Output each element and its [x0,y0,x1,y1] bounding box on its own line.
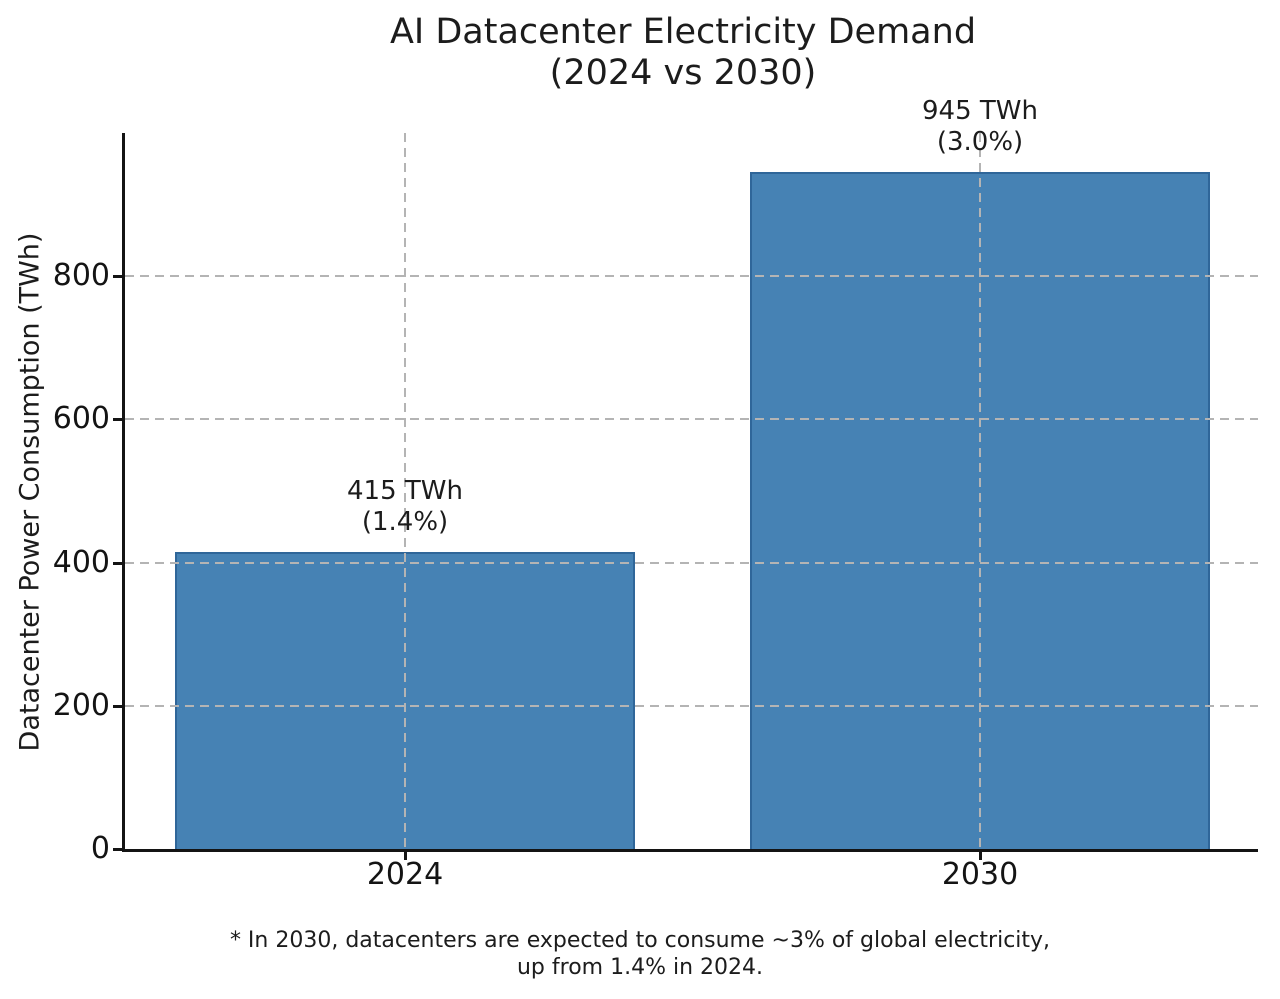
bar-annotation-value: 945 TWh [922,96,1038,127]
y-tick-mark [113,561,122,565]
h-gridline [125,275,1258,278]
x-tick-mark [404,852,407,860]
y-tick-label: 400 [52,544,110,580]
y-tick-label: 600 [52,401,110,437]
chart-footnote-line2: up from 1.4% in 2024. [516,955,763,980]
bar-annotation-share: (3.0%) [936,127,1024,158]
y-tick-mark [113,704,122,708]
h-gridline [125,561,1258,564]
y-tick-label: 800 [52,258,110,294]
x-tick-label: 2024 [366,857,444,892]
y-tick-label: 0 [90,831,110,866]
bar-annotation-value: 415 TWh [347,475,463,506]
bar-annotation: 415 TWh (1.4%) [235,476,575,538]
v-gridline [979,133,981,849]
x-tick-label: 2030 [941,857,1019,892]
chart-footnote-line1: * In 2030, datacenters are expected to c… [229,928,1051,953]
chart-title: AI Datacenter Electricity Demand (2024 v… [83,12,1280,94]
h-gridline [125,704,1258,707]
y-tick-label: 200 [52,687,110,723]
y-tick-mark [113,848,122,851]
bar-annotation: 945 TWh (3.0%) [810,96,1150,158]
x-tick-mark [979,852,982,860]
chart-title-line2: (2024 vs 2030) [549,53,817,93]
v-gridline [404,133,406,849]
chart-title-line1: AI Datacenter Electricity Demand [389,12,977,52]
y-tick-mark [113,418,122,422]
h-gridline [125,418,1258,421]
y-axis-label: Datacenter Power Consumption (TWh) [14,232,46,752]
y-tick-mark [113,275,122,279]
chart-footnote: * In 2030, datacenters are expected to c… [0,927,1280,981]
plot-area [122,133,1258,852]
bar-annotation-share: (1.4%) [361,506,449,537]
